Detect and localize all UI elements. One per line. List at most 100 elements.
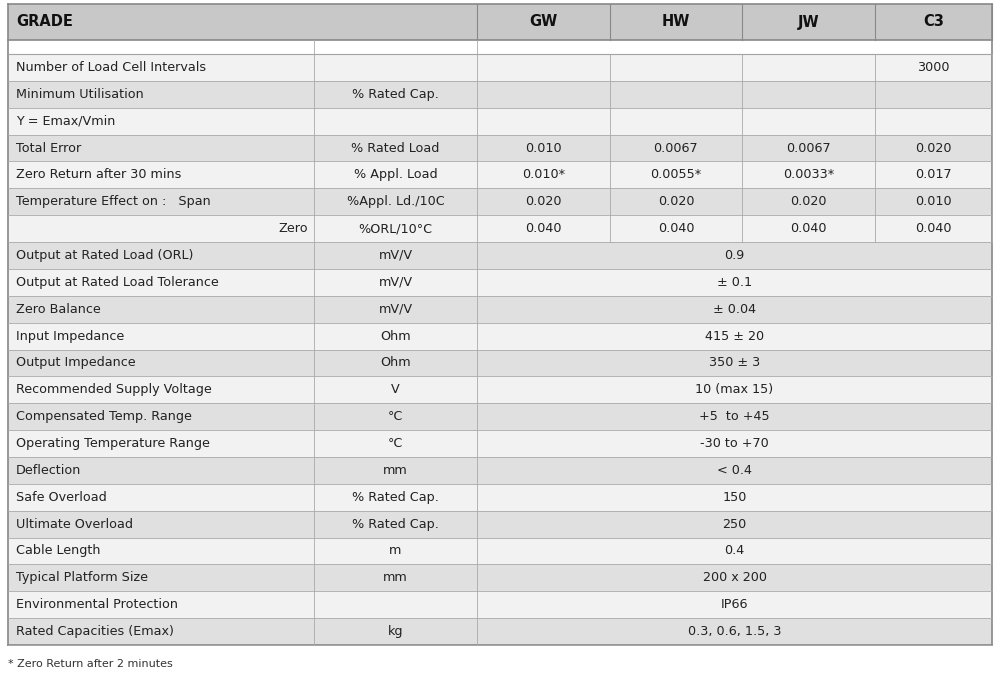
Text: -30 to +70: -30 to +70: [700, 437, 769, 450]
Text: * Zero Return after 2 minutes: * Zero Return after 2 minutes: [8, 659, 173, 669]
Text: Compensated Temp. Range: Compensated Temp. Range: [16, 410, 192, 423]
Bar: [8, 188, 992, 215]
Bar: [8, 81, 992, 108]
Text: %Appl. Ld./10C: %Appl. Ld./10C: [347, 195, 444, 209]
Text: 0.3, 0.6, 1.5, 3: 0.3, 0.6, 1.5, 3: [688, 625, 781, 638]
Text: GW: GW: [529, 14, 557, 30]
Text: Output Impedance: Output Impedance: [16, 356, 136, 369]
Bar: [8, 323, 992, 350]
Text: IP66: IP66: [721, 598, 748, 611]
Text: Environmental Protection: Environmental Protection: [16, 598, 178, 611]
Text: 250: 250: [722, 518, 747, 531]
Text: C3: C3: [923, 14, 944, 30]
Text: 10 (max 15): 10 (max 15): [695, 383, 774, 396]
Text: Ohm: Ohm: [380, 356, 411, 369]
Text: mV/V: mV/V: [378, 302, 413, 316]
Text: Output at Rated Load (ORL): Output at Rated Load (ORL): [16, 249, 193, 262]
Text: 150: 150: [722, 491, 747, 504]
Text: 0.040: 0.040: [658, 222, 694, 235]
Text: kg: kg: [388, 625, 403, 638]
Bar: [8, 564, 992, 591]
Bar: [8, 242, 992, 269]
Text: Cable Length: Cable Length: [16, 545, 100, 558]
Text: % Appl. Load: % Appl. Load: [354, 168, 437, 182]
Bar: [8, 4, 992, 40]
Text: Zero Balance: Zero Balance: [16, 302, 101, 316]
Text: 0.010*: 0.010*: [522, 168, 565, 182]
Text: Ohm: Ohm: [380, 329, 411, 343]
Text: 200 x 200: 200 x 200: [703, 571, 767, 585]
Bar: [8, 40, 992, 54]
Text: %ORL/10°C: %ORL/10°C: [358, 222, 433, 235]
Text: °C: °C: [388, 437, 403, 450]
Text: 0.010: 0.010: [915, 195, 952, 209]
Text: % Rated Cap.: % Rated Cap.: [352, 88, 439, 101]
Text: 0.020: 0.020: [525, 195, 562, 209]
Text: Y = Emax/Vmin: Y = Emax/Vmin: [16, 115, 115, 128]
Bar: [8, 618, 992, 645]
Text: 0.017: 0.017: [915, 168, 952, 182]
Text: Zero Return after 30 mins: Zero Return after 30 mins: [16, 168, 181, 182]
Text: % Rated Cap.: % Rated Cap.: [352, 491, 439, 504]
Text: Output at Rated Load Tolerance: Output at Rated Load Tolerance: [16, 276, 219, 289]
Text: Input Impedance: Input Impedance: [16, 329, 124, 343]
Bar: [8, 484, 992, 511]
Text: 3000: 3000: [917, 61, 950, 74]
Text: 0.0055*: 0.0055*: [650, 168, 702, 182]
Text: mm: mm: [383, 571, 408, 585]
Bar: [8, 403, 992, 430]
Text: 0.0067: 0.0067: [654, 142, 698, 155]
Text: Deflection: Deflection: [16, 464, 81, 477]
Text: V: V: [391, 383, 400, 396]
Bar: [8, 296, 992, 323]
Bar: [8, 161, 992, 188]
Text: Safe Overload: Safe Overload: [16, 491, 107, 504]
Text: 0.020: 0.020: [790, 195, 827, 209]
Text: Zero: Zero: [278, 222, 308, 235]
Text: 0.0033*: 0.0033*: [783, 168, 834, 182]
Bar: [8, 377, 992, 403]
Text: GRADE: GRADE: [16, 14, 73, 30]
Text: % Rated Cap.: % Rated Cap.: [352, 518, 439, 531]
Text: 0.4: 0.4: [724, 545, 745, 558]
Bar: [8, 134, 992, 161]
Text: mV/V: mV/V: [378, 249, 413, 262]
Bar: [8, 511, 992, 537]
Text: ± 0.04: ± 0.04: [713, 302, 756, 316]
Bar: [8, 430, 992, 457]
Text: mm: mm: [383, 464, 408, 477]
Text: m: m: [389, 545, 402, 558]
Text: 0.040: 0.040: [790, 222, 827, 235]
Text: Number of Load Cell Intervals: Number of Load Cell Intervals: [16, 61, 206, 74]
Bar: [8, 269, 992, 296]
Bar: [8, 457, 992, 484]
Text: 0.010: 0.010: [525, 142, 562, 155]
Text: Typical Platform Size: Typical Platform Size: [16, 571, 148, 585]
Text: 0.020: 0.020: [658, 195, 694, 209]
Text: Minimum Utilisation: Minimum Utilisation: [16, 88, 144, 101]
Text: 350 ± 3: 350 ± 3: [709, 356, 760, 369]
Text: 0.020: 0.020: [915, 142, 952, 155]
Text: 0.9: 0.9: [724, 249, 745, 262]
Text: Total Error: Total Error: [16, 142, 81, 155]
Text: +5  to +45: +5 to +45: [699, 410, 770, 423]
Text: 415 ± 20: 415 ± 20: [705, 329, 764, 343]
Bar: [8, 350, 992, 377]
Text: HW: HW: [662, 14, 690, 30]
Text: Operating Temperature Range: Operating Temperature Range: [16, 437, 210, 450]
Bar: [8, 54, 992, 81]
Text: Rated Capacities (Emax): Rated Capacities (Emax): [16, 625, 174, 638]
Bar: [8, 591, 992, 618]
Text: °C: °C: [388, 410, 403, 423]
Bar: [8, 108, 992, 134]
Text: Recommended Supply Voltage: Recommended Supply Voltage: [16, 383, 212, 396]
Text: ± 0.1: ± 0.1: [717, 276, 752, 289]
Text: mV/V: mV/V: [378, 276, 413, 289]
Text: Ultimate Overload: Ultimate Overload: [16, 518, 133, 531]
Bar: [8, 537, 992, 564]
Text: 0.0067: 0.0067: [786, 142, 831, 155]
Text: 0.040: 0.040: [915, 222, 952, 235]
Text: Temperature Effect on :   Span: Temperature Effect on : Span: [16, 195, 211, 209]
Bar: [8, 215, 992, 242]
Text: < 0.4: < 0.4: [717, 464, 752, 477]
